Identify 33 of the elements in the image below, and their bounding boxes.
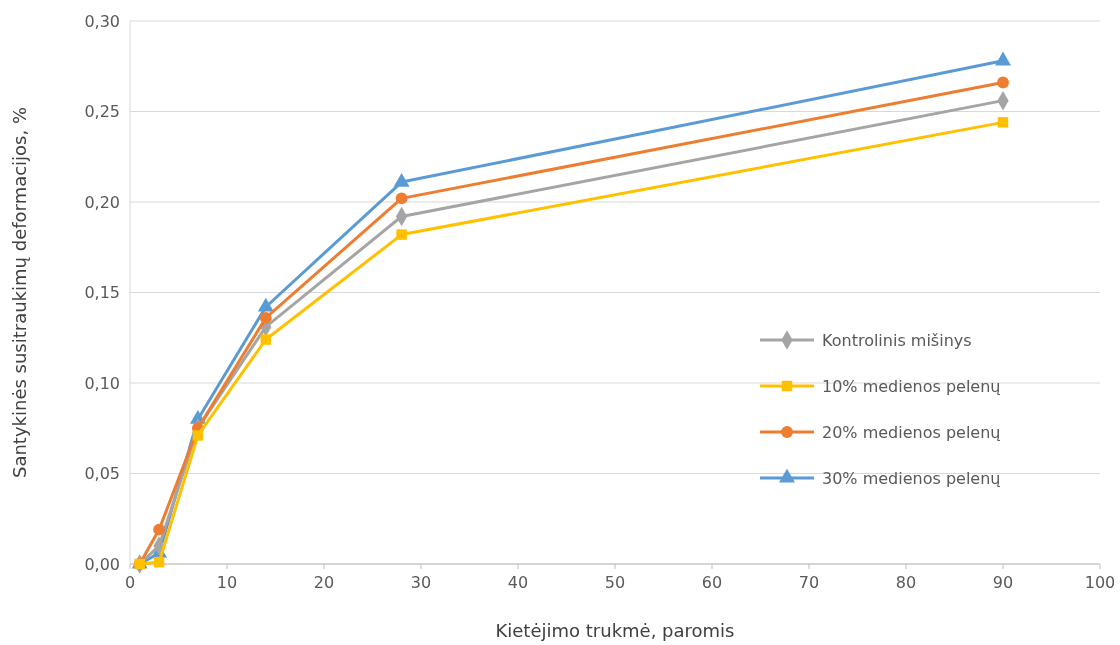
point <box>153 556 165 568</box>
point <box>259 311 272 324</box>
legend-label: 20% medienos pelenų <box>822 422 1001 442</box>
y-tick-label: 0,25 <box>84 102 120 122</box>
x-tick-label: 40 <box>507 573 529 592</box>
y-tick-label: 0,20 <box>84 192 120 212</box>
y-tick-label: 0,05 <box>84 464 120 484</box>
legend-label: 30% medienos pelenų <box>822 468 1001 488</box>
point <box>153 523 166 536</box>
point <box>997 117 1009 128</box>
x-tick-label: 0 <box>124 573 136 592</box>
x-tick-label: 100 <box>1084 573 1116 592</box>
legend-label: 10% medienos pelenų <box>822 376 1001 396</box>
x-tick-label: 60 <box>701 573 723 592</box>
x-tick-label: 90 <box>992 573 1014 592</box>
x-tick-label: 20 <box>313 573 335 592</box>
legend-label: Kontrolinis mišinys <box>822 330 972 350</box>
x-tick-label: 30 <box>410 573 432 592</box>
point <box>396 229 407 240</box>
y-tick-label: 0,30 <box>84 11 120 31</box>
y-axis-title: Santykinės susitraukimų deformacijos, % <box>9 106 30 479</box>
point <box>395 192 408 205</box>
point <box>192 430 204 441</box>
y-tick-label: 0,10 <box>84 373 120 393</box>
point <box>997 76 1009 89</box>
x-tick-label: 10 <box>216 573 238 592</box>
point <box>260 334 272 345</box>
x-tick-label: 50 <box>604 573 626 592</box>
x-axis-title: Kietėjimo trukmė, paromis <box>495 620 735 641</box>
x-tick-label: 80 <box>895 573 917 592</box>
y-tick-label: 0,00 <box>84 554 120 574</box>
y-tick-label: 0,15 <box>84 283 120 303</box>
x-tick-label: 70 <box>798 573 820 592</box>
